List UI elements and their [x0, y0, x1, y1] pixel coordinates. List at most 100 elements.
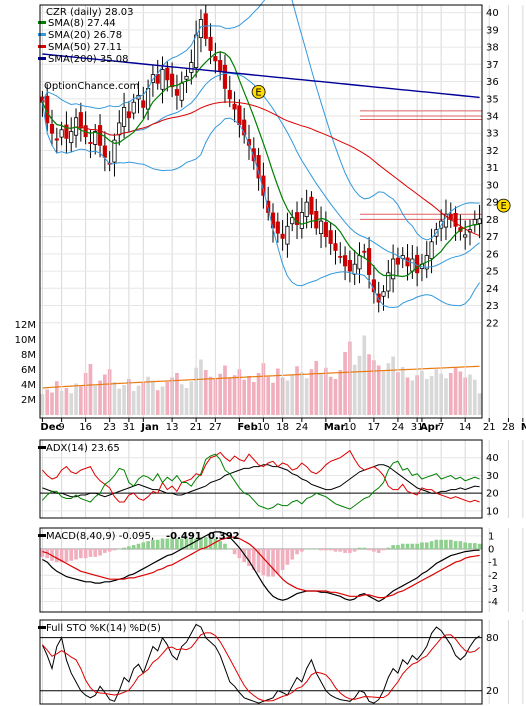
macd-histogram-bar — [400, 543, 405, 549]
price-axis-tick: 29 — [486, 198, 499, 209]
macd-histogram-bar — [468, 543, 472, 549]
candle-body — [213, 56, 218, 62]
candle-body — [285, 225, 290, 245]
macd-value-label: -0.491 — [166, 531, 202, 542]
volume-axis-tick: 4M — [21, 380, 36, 391]
macd-histogram-bar — [405, 543, 410, 549]
volume-bar — [179, 384, 184, 415]
macd-histogram-bar — [362, 547, 367, 549]
volume-bar — [429, 376, 434, 415]
candle-body — [347, 259, 352, 272]
macd-histogram-bar — [74, 549, 78, 560]
candle-body — [146, 88, 151, 110]
macd-histogram-bar — [69, 549, 74, 561]
candle-body — [266, 200, 271, 213]
macd-axis-tick: -2 — [488, 571, 498, 582]
date-axis-label: 21 — [483, 422, 496, 433]
volume-bar — [367, 354, 371, 415]
candle-body — [290, 217, 295, 225]
candle-body — [227, 89, 232, 100]
volume-bar — [203, 370, 208, 415]
price-axis-tick: 38 — [486, 43, 499, 54]
volume-bar — [155, 390, 160, 415]
candle-body — [78, 112, 83, 129]
volume-bar — [208, 376, 213, 415]
volume-bar — [54, 381, 59, 415]
volume-bar — [136, 385, 141, 415]
price-axis-tick: 34 — [486, 112, 499, 123]
volume-bar — [266, 376, 271, 415]
volume-bar — [304, 378, 309, 415]
volume-axis-tick: 6M — [21, 365, 36, 376]
candle-body — [304, 201, 309, 217]
price-axis-tick: 26 — [486, 249, 499, 260]
macd-histogram-bar — [213, 538, 218, 549]
macd-histogram-bar — [300, 549, 304, 552]
price-axis-tick: 25 — [486, 267, 499, 278]
earnings-marker-label: E — [255, 87, 261, 98]
macd-histogram-bar — [415, 543, 419, 549]
candle-body — [194, 34, 199, 69]
volume-bar — [434, 369, 439, 415]
stochastic-axis-tick: 80 — [486, 633, 499, 644]
macd-histogram-bar — [203, 537, 208, 549]
candle-body — [294, 212, 300, 225]
volume-axis-tick: 2M — [21, 395, 36, 406]
volume-bar — [74, 383, 78, 415]
volume-bar — [314, 361, 319, 415]
macd-panel-bg — [40, 528, 482, 612]
volume-bar — [98, 380, 102, 415]
date-axis-label: 24 — [392, 422, 405, 433]
macd-histogram-bar — [381, 549, 386, 551]
candle-body — [189, 62, 194, 73]
macd-histogram-bar — [448, 539, 453, 549]
candle-body — [126, 111, 131, 119]
adx-axis-tick: 30 — [486, 471, 499, 482]
volume-bar — [424, 379, 429, 415]
date-axis-label: 10 — [257, 422, 270, 433]
candle-body — [93, 131, 98, 145]
macd-histogram-bar — [151, 539, 155, 549]
macd-histogram-bar — [420, 542, 424, 549]
macd-histogram-bar — [275, 549, 280, 574]
volume-bar — [175, 373, 179, 415]
macd-histogram-bar — [98, 549, 102, 556]
candle-body — [280, 233, 285, 239]
date-axis-label: Apr — [420, 422, 440, 433]
volume-bar — [146, 376, 150, 415]
date-axis-label: 23 — [103, 422, 116, 433]
macd-histogram-bar — [107, 549, 112, 552]
macd-histogram-bar — [136, 543, 141, 549]
adx-panel-frame — [39, 439, 483, 519]
macd-histogram-bar — [328, 549, 333, 551]
date-axis-label: Jan — [140, 422, 159, 433]
date-axis-label: 10 — [344, 422, 357, 433]
volume-bar — [453, 367, 458, 415]
volume-bar — [223, 365, 227, 415]
volume-axis-tick: 8M — [21, 350, 36, 361]
macd-histogram-bar — [194, 538, 198, 549]
volume-bar — [151, 380, 155, 415]
candle-body — [179, 82, 184, 101]
volume-bar — [376, 365, 381, 415]
legend-entry: SMA(8) 27.44 — [48, 18, 116, 29]
candle-body — [362, 250, 367, 253]
price-axis-tick: 39 — [486, 25, 499, 36]
candle-body — [410, 258, 415, 272]
watermark: OptionChance.com — [44, 81, 139, 92]
macd-line — [42, 531, 480, 603]
candle-body — [415, 254, 420, 274]
candle-body — [376, 293, 381, 303]
macd-histogram-bar — [314, 549, 319, 550]
volume-bar — [242, 379, 247, 415]
candle-body — [453, 212, 458, 227]
price-axis-tick: 27 — [486, 232, 499, 243]
volume-bar — [333, 379, 338, 415]
candle-body — [218, 60, 223, 72]
macd-histogram-bar — [458, 541, 463, 549]
candle-body — [381, 291, 386, 297]
candle-body — [97, 125, 103, 146]
volume-bar — [309, 369, 314, 415]
plus-di-line — [42, 453, 480, 510]
volume-bar — [468, 374, 472, 415]
